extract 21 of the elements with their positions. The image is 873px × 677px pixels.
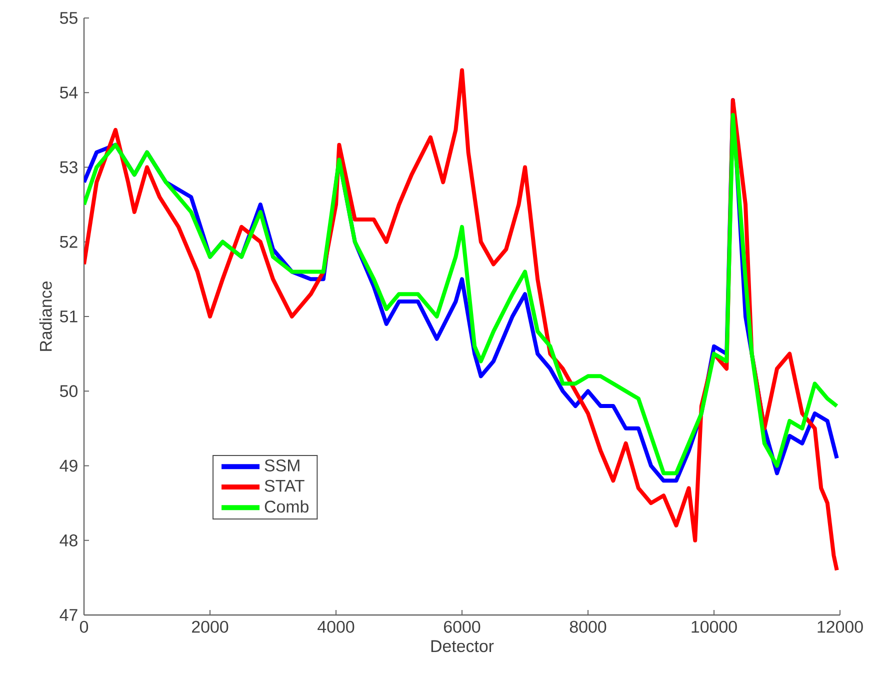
x-tick-label: 12000: [818, 620, 863, 633]
y-tick-label: 51: [60, 310, 78, 322]
x-tick-label: 6000: [444, 620, 480, 633]
legend-label: SSM: [264, 459, 300, 472]
legend-label: Comb: [264, 500, 308, 513]
y-tick-label: 55: [60, 12, 78, 24]
x-tick-label: 0: [80, 620, 88, 633]
y-tick-label: 50: [60, 385, 78, 398]
x-tick-label: 10000: [692, 620, 737, 633]
x-tick-label: 2000: [192, 620, 228, 633]
y-tick-label: 53: [60, 161, 78, 174]
x-axis-title: Detector: [431, 640, 494, 652]
y-tick-label: 47: [60, 609, 78, 621]
y-axis-title: Radiance: [39, 281, 52, 351]
y-tick-label: 54: [60, 86, 78, 99]
y-tick-label: 48: [60, 534, 78, 546]
legend-label: STAT: [264, 480, 304, 492]
y-tick-label: 49: [60, 460, 78, 472]
x-tick-label: 8000: [570, 620, 606, 633]
x-tick-label: 4000: [318, 620, 354, 633]
y-tick-label: 52: [60, 236, 78, 248]
